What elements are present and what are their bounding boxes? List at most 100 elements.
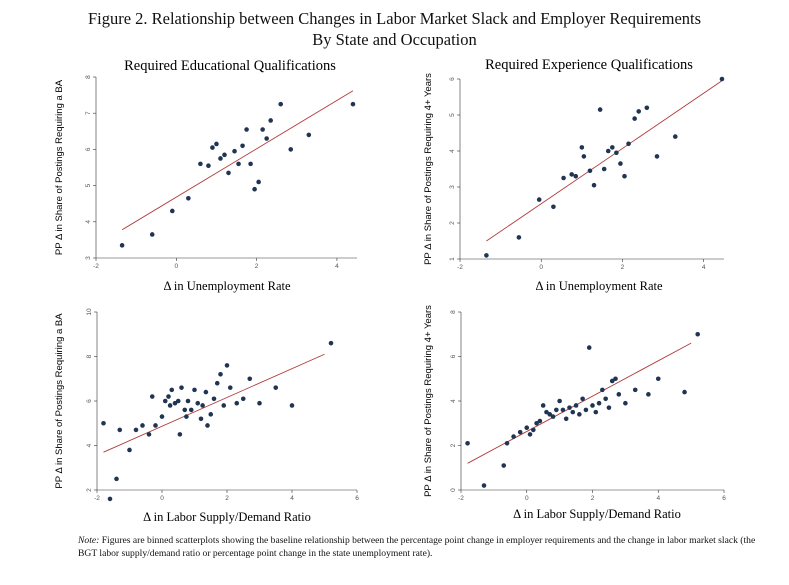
data-point <box>222 152 227 158</box>
note-label: Note: <box>78 535 100 546</box>
y-tick-label: 4 <box>85 220 92 224</box>
note-text: Figures are binned scatterplots showing … <box>78 535 756 559</box>
data-point <box>172 400 178 406</box>
data-point <box>622 173 627 179</box>
data-point <box>561 175 566 181</box>
data-point <box>218 372 223 377</box>
data-point <box>554 407 559 413</box>
data-point <box>188 407 194 413</box>
chart-panel-2: -2 0 2 4 1 2 3 4 5 6 Required Experience Qualifica… <box>423 57 725 293</box>
data-point <box>177 432 183 437</box>
y-tick-label: 5 <box>85 183 92 187</box>
y-tick-label: 2 <box>449 221 456 225</box>
figure-title-line-1: Figure 2. Relationship between Changes i… <box>87 9 702 28</box>
fitted-line <box>467 342 692 464</box>
data-point <box>547 412 553 417</box>
x-tick-label: 4 <box>656 495 660 502</box>
data-point <box>567 405 572 410</box>
panel-title: Required Experience Qualifications <box>485 57 693 73</box>
y-tick-label: 4 <box>449 149 456 153</box>
data-point <box>613 376 618 382</box>
data-point <box>247 376 253 382</box>
data-point <box>278 101 284 107</box>
x-tick-label: 2 <box>591 495 595 502</box>
data-point <box>182 407 188 413</box>
data-point <box>586 345 592 350</box>
data-point <box>234 400 240 406</box>
data-point <box>185 398 191 404</box>
data-point <box>186 195 191 201</box>
figure-note: Note: Figures are binned scatterplots sh… <box>78 534 768 560</box>
y-tick-label: 6 <box>85 147 92 151</box>
y-tick-label: 7 <box>85 111 92 115</box>
data-point <box>169 208 175 214</box>
data-point <box>195 400 201 406</box>
data-point <box>536 197 542 202</box>
x-tick-label: -2 <box>93 263 99 270</box>
data-point <box>695 331 700 337</box>
data-point <box>240 396 246 402</box>
data-point <box>198 161 203 167</box>
data-point <box>117 427 123 433</box>
x-tick-label: 2 <box>255 263 259 270</box>
data-point <box>544 409 549 415</box>
x-tick-label: 4 <box>335 263 339 270</box>
data-point <box>618 161 623 166</box>
x-tick-label: 2 <box>621 264 625 271</box>
data-point <box>140 423 145 428</box>
data-point <box>583 407 589 413</box>
figure-title-line-2: By State and Occupation <box>312 30 477 49</box>
y-tick-label: 1 <box>449 257 456 261</box>
data-point <box>244 127 249 132</box>
y-axis-label: PP Δ in Share of Postings Requiring 4+ Y… <box>423 73 434 265</box>
data-point <box>560 407 566 413</box>
data-point <box>644 105 650 111</box>
data-point <box>169 387 175 393</box>
data-point <box>719 76 725 82</box>
data-point <box>227 385 233 390</box>
data-point <box>587 168 593 174</box>
x-tick-label: 4 <box>290 495 294 502</box>
data-point <box>614 150 619 156</box>
y-tick-label: 6 <box>450 354 457 358</box>
data-point <box>264 136 269 141</box>
data-point <box>626 141 631 147</box>
data-point <box>605 148 611 154</box>
data-point <box>167 403 173 408</box>
data-point <box>226 170 231 176</box>
x-tick-label: 0 <box>539 264 543 271</box>
data-point <box>632 387 638 393</box>
y-tick-label: 4 <box>86 443 93 447</box>
x-axis-label: Δ in Unemployment Rate <box>535 279 663 293</box>
data-point <box>610 145 615 150</box>
data-point <box>208 412 214 417</box>
data-point <box>593 409 599 415</box>
fitted-line <box>121 90 354 231</box>
y-axis-label: PP Δ in Share of Postings Requiring a BA <box>54 79 65 255</box>
x-tick-label: 0 <box>525 495 529 502</box>
data-point <box>203 389 209 395</box>
x-tick-label: 4 <box>702 264 706 271</box>
data-point <box>192 387 197 393</box>
data-point <box>623 400 628 406</box>
data-point <box>224 363 230 368</box>
data-point <box>601 166 607 172</box>
data-point <box>636 109 642 114</box>
data-point <box>540 403 546 408</box>
x-tick-label: -2 <box>94 495 100 502</box>
data-point <box>288 147 294 152</box>
x-tick-label: -2 <box>457 264 463 271</box>
data-point <box>581 154 587 159</box>
data-point <box>214 141 219 147</box>
data-point <box>205 423 210 428</box>
data-point <box>198 416 204 422</box>
chart-panel-1: -2 0 2 4 3 4 5 6 7 8 Required Educational Qualific… <box>54 58 357 293</box>
data-point <box>481 483 487 488</box>
data-point <box>573 173 579 179</box>
data-point <box>260 127 265 132</box>
data-point <box>159 414 165 419</box>
data-point <box>550 414 556 419</box>
data-point <box>221 403 227 408</box>
y-tick-label: 6 <box>449 77 456 81</box>
data-point <box>511 434 516 439</box>
